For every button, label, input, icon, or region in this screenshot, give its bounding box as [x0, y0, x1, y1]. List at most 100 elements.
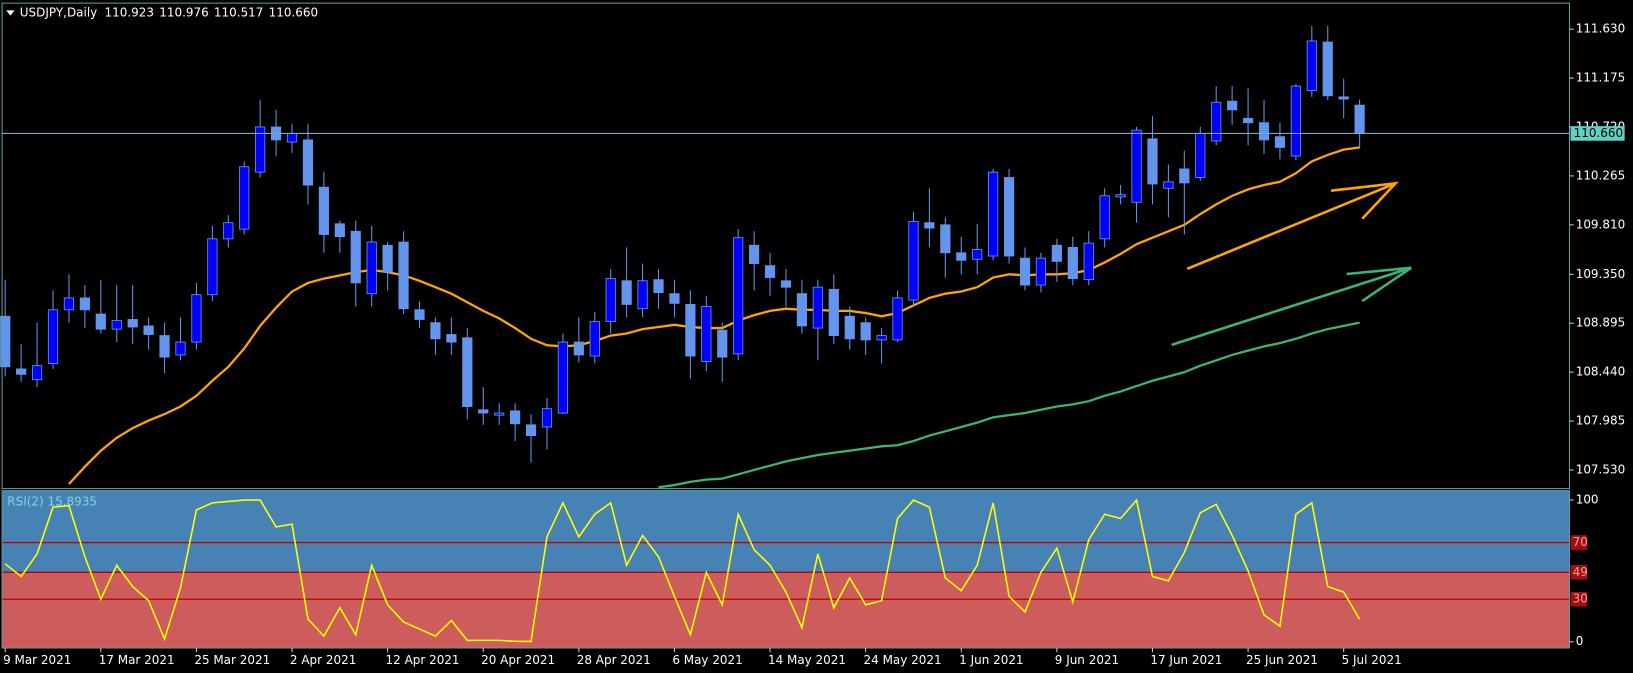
y-tick-label: 108.440 [1576, 365, 1625, 379]
candle-body [510, 410, 521, 425]
collapse-icon [6, 10, 15, 16]
level-label: 49 [1573, 565, 1588, 579]
candle-body [844, 315, 855, 340]
level-label-box [1570, 565, 1588, 580]
candle-body [0, 315, 11, 368]
candle-body [621, 280, 632, 305]
x-tick-label: 28 Apr 2021 [577, 653, 651, 667]
chart-title: USDJPY,Daily [20, 5, 97, 19]
candle-body [605, 278, 616, 323]
candle-body [1211, 101, 1222, 142]
candle-body [876, 335, 887, 341]
candle-body [764, 265, 776, 278]
candle-body [1099, 195, 1110, 240]
rsi-frame [1, 490, 1570, 649]
candle-body [16, 368, 27, 375]
candle-body [1179, 168, 1190, 184]
candle-body [1242, 117, 1254, 124]
rsi-upper-zone [2, 490, 1570, 573]
x-tick-label: 5 Jul 2021 [1342, 653, 1402, 667]
candle-body [47, 309, 59, 364]
candle-body [1067, 247, 1078, 280]
candle-body [462, 337, 473, 407]
y-tick-label: 111.630 [1576, 22, 1625, 36]
y-tick-label: 107.985 [1576, 414, 1625, 428]
x-tick-label: 17 Jun 2021 [1150, 653, 1222, 667]
candle-body [525, 424, 537, 437]
candle-body [924, 222, 935, 229]
candle-body [95, 313, 106, 330]
candle-body [1322, 41, 1333, 97]
y-tick-label: 109.810 [1576, 217, 1625, 231]
candle-body [239, 166, 250, 230]
candle-body [637, 280, 648, 310]
candle-body [143, 325, 154, 335]
candle-body [1083, 242, 1094, 281]
candle-body [31, 365, 43, 381]
level-label-box [1570, 535, 1588, 550]
candle-body [1227, 100, 1238, 111]
x-tick-label: 20 Apr 2021 [481, 653, 555, 667]
candle-body [1258, 122, 1270, 141]
plot-area [0, 25, 1365, 489]
candle-body [1354, 104, 1365, 134]
candle-body [286, 133, 298, 143]
candle-body [382, 244, 393, 273]
candle-body [828, 288, 839, 337]
x-tick-label: 1 Jun 2021 [959, 653, 1023, 667]
price-frame [1, 2, 1570, 490]
candle-body [780, 280, 792, 288]
x-tick-label: 24 May 2021 [864, 653, 942, 667]
candle-body [1290, 85, 1301, 157]
candle-body [1306, 40, 1317, 91]
candle-body [127, 319, 138, 328]
y-tick-label: 108.895 [1576, 316, 1625, 330]
candle-body [414, 309, 425, 320]
header-close: 110.660 [269, 5, 318, 19]
candle-body [573, 341, 584, 356]
y-tick-label: 110.265 [1576, 168, 1625, 182]
candle-body [1115, 194, 1126, 198]
last-price-label: 110.660 [1574, 126, 1623, 140]
x-tick-label: 17 Mar 2021 [99, 653, 175, 667]
header-high: 110.976 [159, 5, 208, 19]
last-price-box [1570, 126, 1625, 141]
y-tick-label: 111.175 [1576, 71, 1625, 85]
candle-body [207, 238, 218, 296]
candle-body [812, 286, 823, 329]
candle-body [1195, 133, 1206, 178]
level-label-box [1570, 591, 1588, 607]
annotation-arrow [1186, 182, 1397, 270]
candle-body [860, 322, 871, 341]
candle-body [1019, 257, 1031, 286]
header-open: 110.923 [105, 5, 154, 19]
candle-body [334, 223, 345, 238]
moving-average [68, 146, 1360, 485]
annotation-arrow-head [1346, 266, 1412, 303]
annotation-arrow-head [1330, 181, 1399, 220]
x-tick-label: 9 Jun 2021 [1055, 653, 1119, 667]
header-low: 110.517 [214, 5, 263, 19]
candle-body [892, 297, 903, 341]
candle-body [940, 224, 951, 254]
x-tick-label: 9 Mar 2021 [3, 653, 71, 667]
x-tick-label: 25 Jun 2021 [1246, 653, 1318, 667]
candle-body [1338, 96, 1349, 100]
candle-body [446, 334, 457, 343]
candle-body [541, 408, 553, 428]
candle-body [956, 252, 967, 261]
candle-body [191, 294, 202, 343]
candle-body [557, 341, 569, 414]
candle-body [669, 293, 680, 304]
rsi-lower-zone [2, 572, 1570, 648]
candle-body [1163, 181, 1174, 189]
candle-body [988, 171, 999, 257]
candle-body [653, 279, 664, 294]
candle-body [701, 306, 712, 362]
rsi-panel [2, 490, 1570, 648]
candle-body [398, 241, 409, 310]
level-label: 70 [1573, 535, 1588, 549]
x-tick-label: 2 Apr 2021 [290, 653, 356, 667]
